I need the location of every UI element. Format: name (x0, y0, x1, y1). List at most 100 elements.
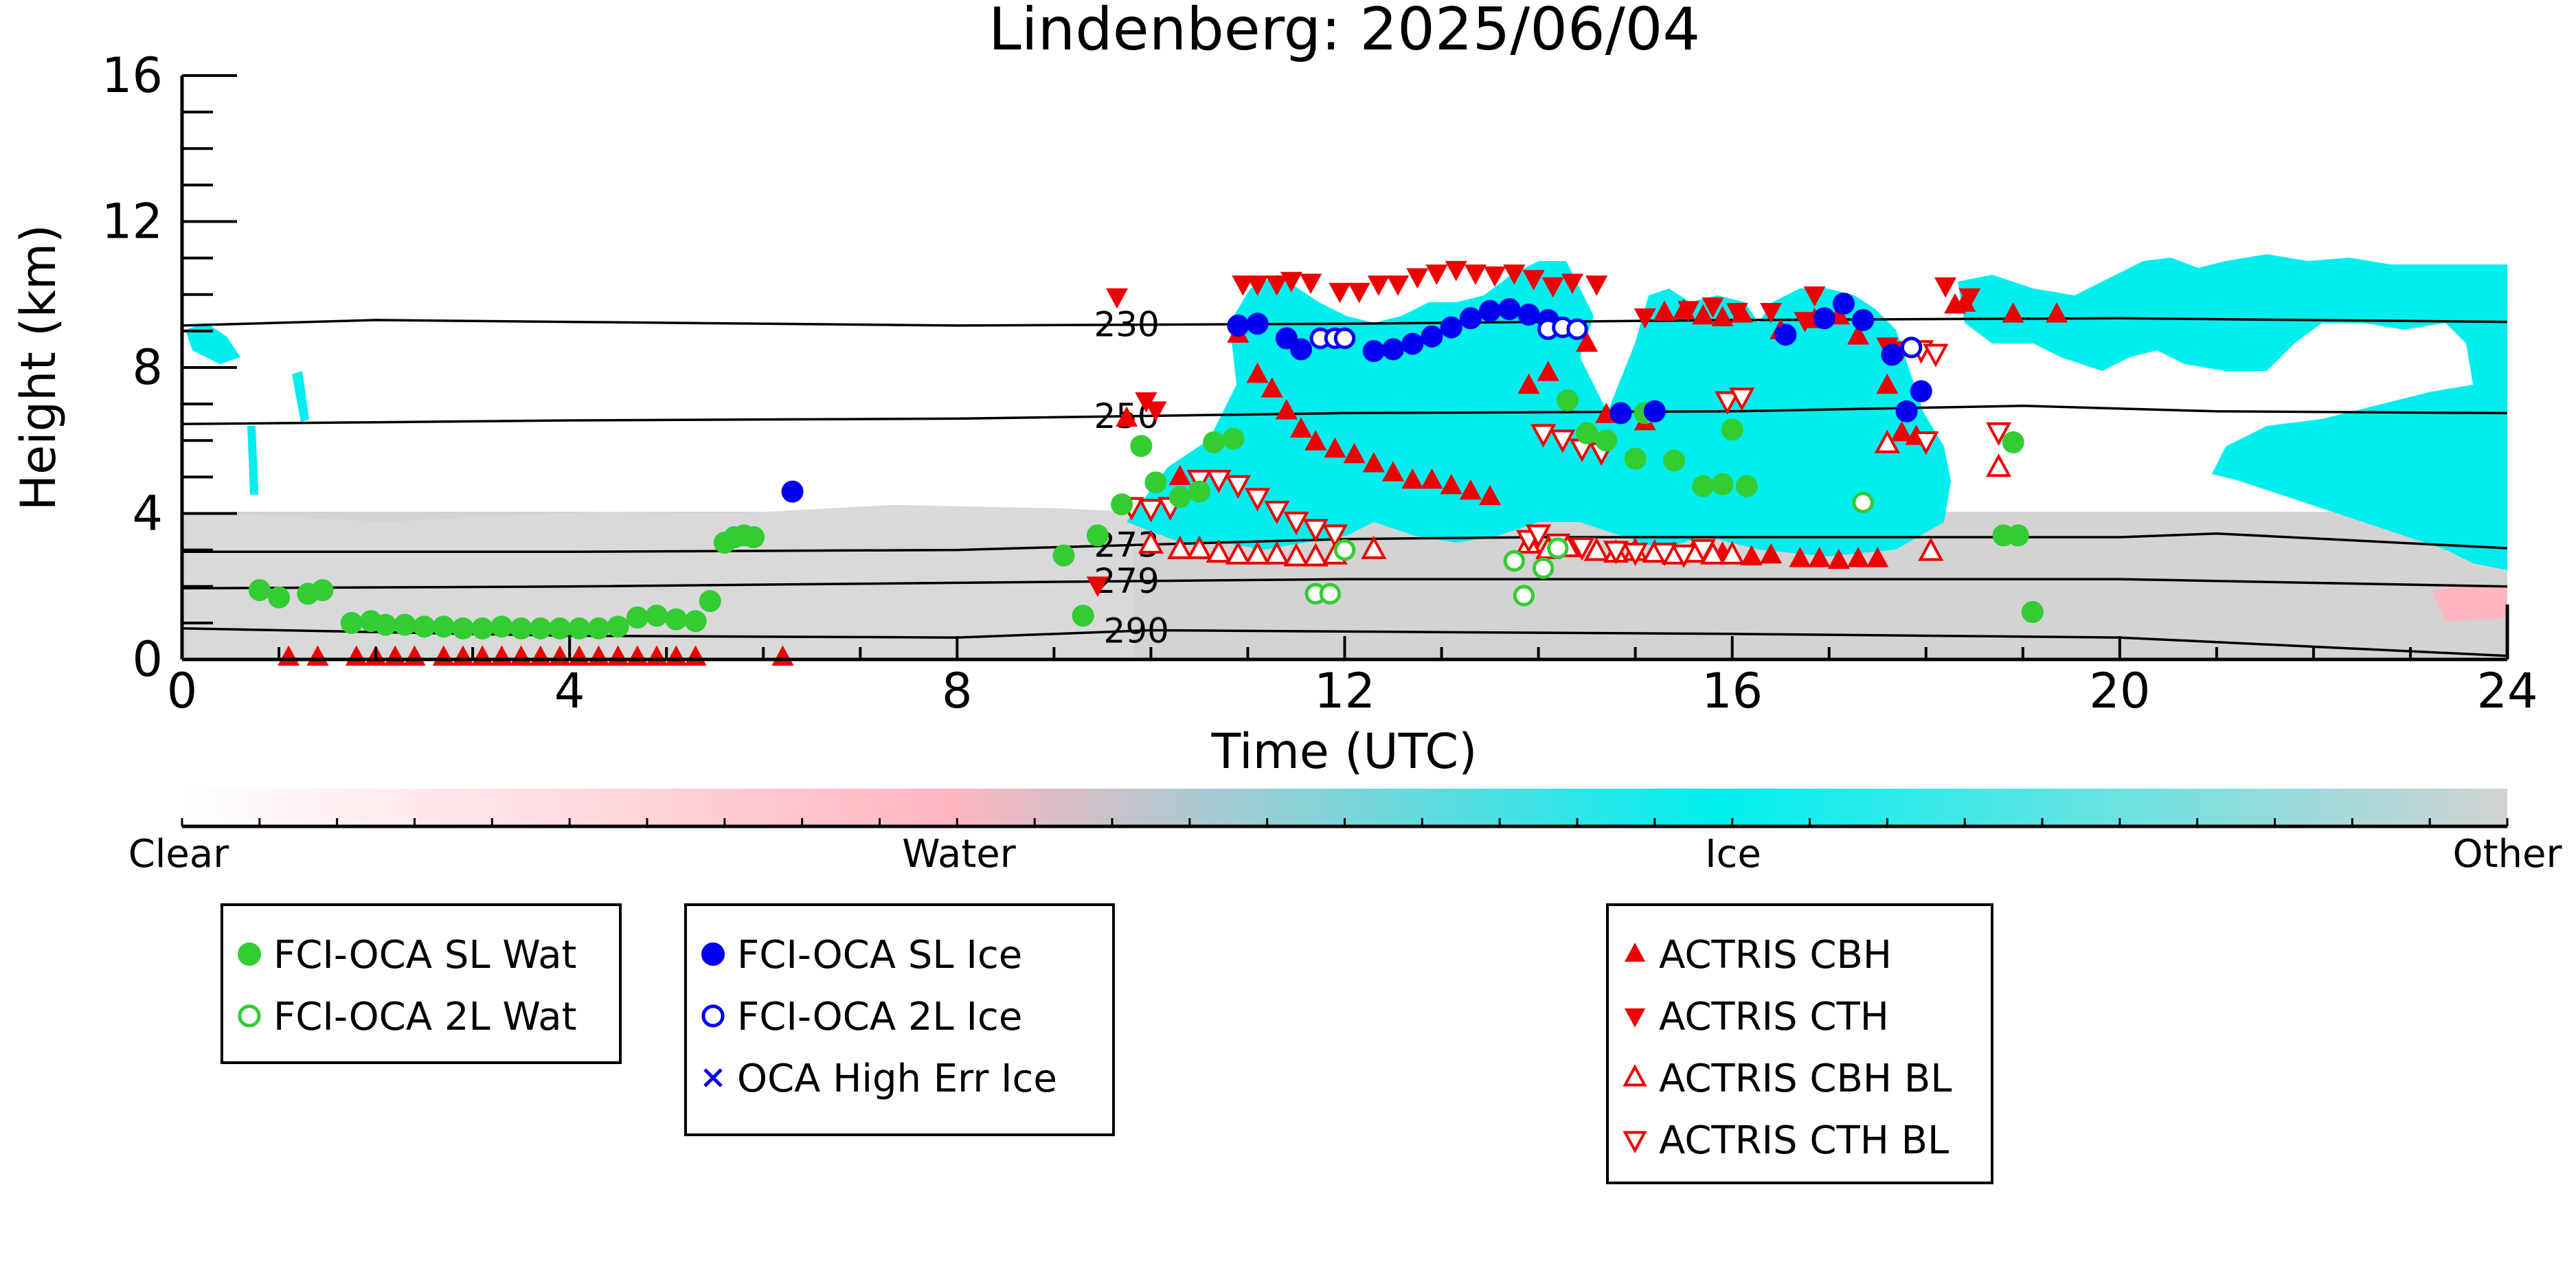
data-point (1760, 302, 1783, 324)
legend-label: ACTRIS CBH BL (1659, 1057, 1952, 1101)
legend-marker (1624, 1008, 1646, 1028)
y-tick-label: 8 (132, 339, 163, 396)
data-point (1541, 277, 1564, 298)
data-point (1803, 286, 1826, 307)
data-point (1304, 430, 1327, 451)
data-point (1513, 585, 1535, 607)
series-fci-oca-sl-wat (248, 389, 2044, 640)
data-point (1387, 275, 1410, 296)
data-point (1890, 420, 1913, 442)
data-point (1421, 325, 1443, 348)
legends: FCI-OCA SL Wat FCI-OCA 2L Wat FCI-OCA SL I… (221, 903, 1993, 1184)
data-point (1537, 361, 1559, 381)
data-point (1576, 422, 1598, 444)
data-point (268, 586, 291, 609)
data-point (1715, 391, 1741, 415)
data-point (1550, 429, 1576, 453)
data-point (1881, 343, 1903, 366)
data-point (1232, 275, 1254, 296)
data-point (1382, 338, 1405, 361)
data-point (1421, 468, 1443, 489)
data-point (1168, 464, 1191, 486)
data-point (2046, 302, 2068, 323)
isotherm-label-290: 290 (1104, 611, 1169, 651)
colorbar-label-other: Other (2452, 832, 2562, 877)
x-tick-label: 8 (942, 663, 973, 719)
data-point (1459, 479, 1482, 500)
data-point (1735, 475, 1758, 497)
x-tick-label: 4 (554, 663, 585, 719)
data-point (1381, 461, 1405, 482)
data-point (1653, 300, 1675, 321)
data-point (1086, 524, 1109, 547)
legend-marker (701, 1004, 725, 1028)
data-point (1333, 539, 1356, 561)
data-point (1264, 500, 1290, 525)
data-point (1808, 547, 1831, 567)
data-point (1275, 327, 1298, 350)
data-point (568, 617, 591, 640)
data-markers (248, 260, 2068, 666)
data-point (1690, 539, 1716, 563)
data-point (1333, 327, 1356, 350)
data-point (1503, 264, 1526, 285)
data-point (1324, 437, 1346, 458)
data-point (1168, 486, 1191, 508)
colorbar-label-clear: Clear (128, 832, 229, 877)
legend-label: FCI-OCA 2L Ice (737, 995, 1022, 1039)
data-point (1651, 543, 1677, 567)
data-point (1479, 300, 1502, 322)
legend-label: FCI-OCA SL Wat (273, 933, 577, 978)
data-point (1852, 308, 1875, 331)
series-fci-oca-sl-ice (781, 293, 1932, 503)
data-point (1484, 266, 1506, 287)
data-point (1283, 511, 1309, 536)
data-point (1290, 338, 1313, 361)
data-point (1106, 288, 1129, 309)
series-actris-cth-bl (1118, 340, 2012, 568)
data-point (1086, 576, 1109, 597)
data-point (1203, 431, 1225, 453)
data-point (1289, 417, 1313, 438)
data-point (529, 617, 552, 640)
data-point (1569, 537, 1595, 561)
data-point (1362, 340, 1385, 363)
background-ice-left-streak-1 (185, 323, 240, 364)
data-point (587, 617, 610, 640)
data-point (1367, 275, 1390, 296)
legend-marker (1623, 1064, 1647, 1087)
data-point (1609, 402, 1632, 425)
data-point (1464, 264, 1487, 285)
legend-label: ACTRIS CTH BL (1659, 1118, 1949, 1163)
x-tick-label: 0 (167, 663, 198, 719)
data-point (1479, 484, 1502, 506)
data-point (1245, 488, 1271, 512)
data-point (1227, 314, 1250, 337)
data-point (1319, 583, 1342, 605)
data-point (340, 611, 363, 634)
data-point (1283, 543, 1309, 567)
data-point (1322, 524, 1348, 548)
data-point (1576, 331, 1598, 352)
data-point (1895, 400, 1918, 422)
data-point (743, 526, 765, 549)
data-point (1876, 373, 1899, 394)
data-point (1517, 373, 1540, 394)
series-actris-cth (1086, 260, 1981, 597)
data-point (607, 615, 629, 638)
data-point (1348, 282, 1370, 304)
data-point (1445, 260, 1467, 282)
data-point (1425, 264, 1448, 285)
data-point (1264, 541, 1290, 565)
data-point (1138, 499, 1164, 523)
data-point (1138, 530, 1164, 554)
colorbar-ticks (181, 818, 2509, 826)
data-point (374, 613, 397, 636)
y-tick-label: 4 (132, 486, 163, 542)
legend-frame (684, 903, 1115, 1136)
y-ticks: 0 4 8 12 16 (102, 47, 237, 688)
x-tick-label: 12 (1314, 663, 1375, 719)
data-point (1958, 288, 1981, 309)
x-axis-label: Time (UTC) (1211, 723, 1478, 780)
